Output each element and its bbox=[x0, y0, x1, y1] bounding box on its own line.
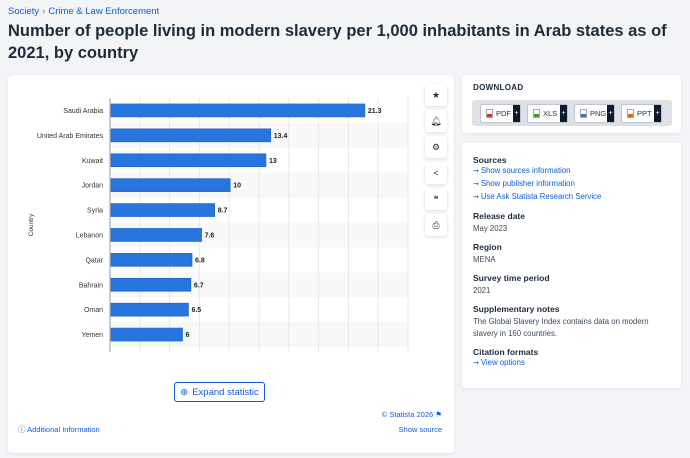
region-value: MENA bbox=[473, 255, 496, 264]
bell-icon: 🔔︎ bbox=[430, 115, 442, 126]
data-label: 13.4 bbox=[274, 133, 288, 140]
release-date: May 2023 bbox=[473, 224, 508, 233]
release-heading: Release date bbox=[473, 211, 525, 221]
notes-heading: Supplementary notes bbox=[473, 304, 560, 314]
notify-button[interactable]: 🔔︎ bbox=[425, 110, 447, 132]
xls-file-icon bbox=[533, 109, 540, 118]
expand-label: Expand statistic bbox=[192, 386, 259, 398]
bar bbox=[110, 178, 231, 192]
data-label: 6.5 bbox=[191, 307, 201, 314]
category-label: Saudi Arabia bbox=[63, 108, 103, 115]
show-publisher-link[interactable]: Show publisher information bbox=[473, 178, 670, 191]
copyright[interactable]: © Statista 2026 ⚑ bbox=[382, 410, 442, 419]
data-label: 10 bbox=[233, 183, 241, 190]
png-label: PNG bbox=[590, 109, 607, 118]
category-label: Jordan bbox=[82, 183, 104, 190]
settings-button[interactable]: ⚙ bbox=[425, 136, 447, 158]
breadcrumb-crime[interactable]: Crime & Law Enforcement bbox=[48, 6, 160, 17]
data-label: 6.8 bbox=[195, 257, 205, 264]
pdf-file-icon bbox=[486, 109, 493, 118]
print-icon: ⎙ bbox=[432, 219, 440, 230]
bar bbox=[110, 327, 183, 342]
citation-heading: Citation formats bbox=[473, 347, 539, 357]
data-label: 21.3 bbox=[368, 108, 382, 115]
cite-button[interactable]: ❝ bbox=[425, 188, 447, 210]
sources-heading: Sources bbox=[473, 155, 507, 165]
quote-icon: ❝ bbox=[433, 193, 439, 204]
category-label: Yemen bbox=[81, 332, 103, 339]
show-sources-link[interactable]: Show sources information bbox=[473, 165, 670, 178]
survey-heading: Survey time period bbox=[473, 273, 550, 283]
plus-circle-icon: ⊕ bbox=[180, 386, 189, 398]
page-title: Number of people living in modern slaver… bbox=[8, 22, 667, 62]
category-label: Lebanon bbox=[76, 232, 103, 239]
breadcrumb: Society › Crime & Law Enforcement bbox=[8, 6, 159, 17]
ppt-label: PPT bbox=[637, 109, 652, 118]
png-file-icon bbox=[580, 109, 587, 118]
print-button[interactable]: ⎙ bbox=[425, 214, 447, 236]
flag-icon: ⚑ bbox=[435, 410, 442, 419]
star-icon: ★ bbox=[431, 89, 441, 100]
favorite-button[interactable]: ★ bbox=[425, 84, 447, 106]
share-icon: < bbox=[433, 168, 439, 178]
survey-value: 2021 bbox=[473, 286, 491, 295]
plus-icon: + bbox=[654, 105, 661, 122]
download-bar: PDF + XLS + PNG + PPT + bbox=[472, 100, 672, 126]
bar bbox=[110, 153, 267, 168]
download-card: DOWNLOAD PDF + XLS + PNG + PPT + bbox=[462, 75, 681, 133]
research-service-link[interactable]: Use Ask Statista Research Service bbox=[473, 191, 670, 204]
breadcrumb-society[interactable]: Society bbox=[8, 6, 40, 17]
plus-icon: + bbox=[560, 105, 567, 122]
download-heading: DOWNLOAD bbox=[473, 83, 524, 92]
info-icon: ⓘ bbox=[18, 425, 26, 434]
category-label: United Arab Emirates bbox=[37, 133, 104, 140]
plus-icon: + bbox=[607, 105, 614, 122]
additional-info-label: Additional Information bbox=[27, 425, 100, 434]
category-label: Qatar bbox=[85, 257, 103, 264]
data-label: 13 bbox=[269, 158, 277, 165]
share-button[interactable]: < bbox=[425, 162, 447, 184]
notes-value: The Global Slavery Index contains data o… bbox=[473, 317, 649, 338]
category-label: Kuwait bbox=[82, 158, 103, 165]
data-label: 8.7 bbox=[218, 208, 228, 215]
bar bbox=[110, 302, 189, 317]
download-xls-button[interactable]: XLS + bbox=[527, 104, 568, 123]
bar bbox=[110, 253, 193, 267]
y-axis-label: Country bbox=[28, 213, 35, 237]
data-label: 7.6 bbox=[205, 232, 215, 239]
pdf-label: PDF bbox=[496, 109, 511, 118]
category-label: Oman bbox=[84, 307, 103, 314]
expand-statistic-button[interactable]: ⊕ Expand statistic bbox=[174, 382, 265, 402]
gear-icon: ⚙ bbox=[431, 141, 441, 152]
bar-chart: Saudi Arabia 21.3 United Arab Emirates 13.4… bbox=[28, 98, 409, 352]
view-options-link[interactable]: View options bbox=[473, 357, 670, 370]
bar bbox=[110, 277, 192, 292]
plus-icon: + bbox=[513, 105, 520, 122]
show-source-link[interactable]: Show source bbox=[398, 425, 442, 434]
download-ppt-button[interactable]: PPT + bbox=[621, 104, 662, 123]
xls-label: XLS bbox=[543, 109, 558, 118]
info-card: Sources Show sources information Show pu… bbox=[462, 143, 681, 388]
data-label: 6.7 bbox=[194, 282, 204, 289]
data-label: 6 bbox=[186, 332, 190, 339]
bar bbox=[110, 203, 216, 217]
category-label: Bahrain bbox=[79, 282, 103, 289]
region-heading: Region bbox=[473, 242, 502, 252]
copyright-text: © Statista 2026 bbox=[381, 410, 434, 419]
download-png-button[interactable]: PNG + bbox=[574, 104, 615, 123]
bar bbox=[110, 103, 366, 118]
bar bbox=[110, 128, 272, 143]
ppt-file-icon bbox=[627, 109, 634, 118]
breadcrumb-separator: › bbox=[42, 6, 46, 17]
additional-info-link[interactable]: ⓘ Additional Information bbox=[18, 424, 100, 435]
chart-card: Saudi Arabia 21.3 United Arab Emirates 13.4… bbox=[8, 75, 454, 453]
bar bbox=[110, 228, 202, 242]
download-pdf-button[interactable]: PDF + bbox=[480, 104, 521, 123]
category-label: Syria bbox=[87, 208, 103, 215]
